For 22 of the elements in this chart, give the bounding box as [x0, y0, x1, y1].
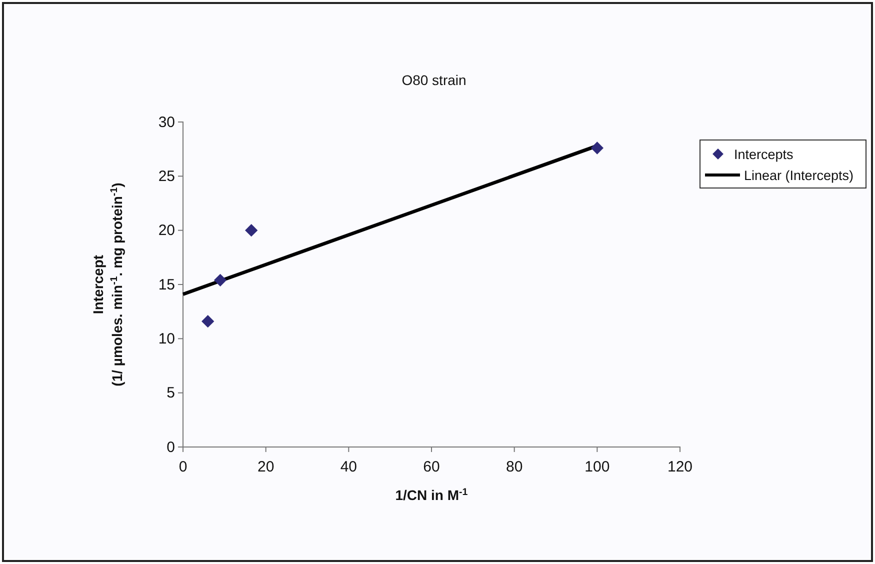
y-tick-label: 25 [158, 168, 175, 185]
y-tick-label: 10 [158, 330, 175, 348]
point [202, 315, 214, 328]
x-tick-label: 40 [340, 458, 358, 476]
y-tick-label: 0 [166, 438, 175, 456]
y-tick-label: 15 [158, 276, 175, 294]
legend-label: Linear (Intercepts) [744, 168, 854, 183]
x-axis-title: 1/CN in M$^{-1}$ [395, 486, 468, 503]
point [245, 224, 258, 237]
y-tick-label: 30 [158, 114, 175, 131]
x-tick-label: 80 [506, 458, 523, 476]
x-tick-label: 0 [178, 458, 188, 476]
point [214, 274, 227, 286]
x-tick-label: 20 [257, 458, 274, 476]
chart-title: O80 strain [402, 72, 466, 88]
y-tick-label: 5 [166, 384, 175, 402]
legend-label: Intercepts [734, 147, 794, 162]
y-tick-label: 20 [158, 222, 175, 240]
x-tick-label: 120 [667, 458, 693, 476]
point [590, 142, 604, 154]
x-tick-label: 100 [584, 458, 610, 476]
x-tick-label: 60 [423, 458, 440, 476]
